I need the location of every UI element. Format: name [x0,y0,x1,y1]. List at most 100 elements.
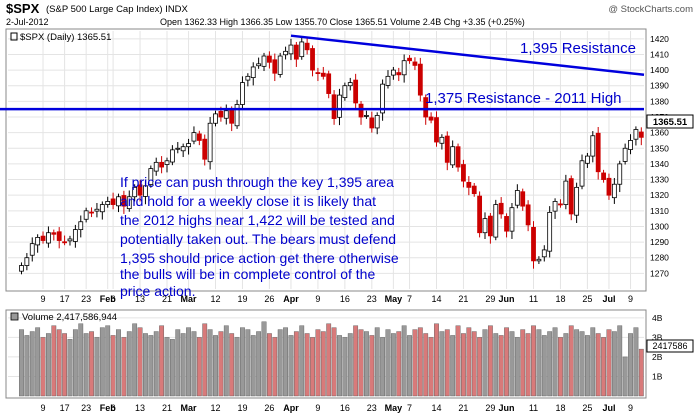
x-tick-label: 23 [81,403,91,413]
x-tick-label: 12 [211,294,221,304]
x-tick-label: 6 [111,403,116,413]
volume-bar [207,329,213,397]
volume-bar [455,325,461,397]
volume-legend-swatch [10,312,19,321]
volume-bar [293,331,299,397]
candle-body [196,133,202,141]
x-tick-label: 21 [458,294,468,304]
volume-label: Volume 2,417,586,944 [22,312,117,323]
candle-body [218,110,224,118]
candle-body [487,215,493,237]
volume-bar [159,325,165,397]
volume-bar [186,327,191,397]
resistance-trendline-1395 [290,34,645,77]
candle-body [396,72,402,76]
candle-body [374,115,380,129]
candle-body [261,55,267,67]
x-tick-label: Apr [283,294,299,304]
candle-body [250,66,256,78]
candle-body [110,198,116,205]
volume-bar [466,327,472,397]
candle-body [310,48,315,71]
candle-body [234,104,240,127]
volume-bar [229,333,235,397]
volume-bar [56,329,62,397]
x-tick-label: Jun [499,294,515,304]
candle-body [256,63,262,67]
x-tick-label: 26 [264,294,274,304]
candle-body [412,61,418,66]
candle-body [434,117,439,143]
volume-bar [493,333,499,397]
commentary-line: If price can push through the key 1,395 … [120,174,394,190]
candle-body [417,63,423,96]
candle-body [40,235,46,241]
volume-bar [126,331,132,397]
candle-body [29,243,35,256]
index-name: (S&P 500 Large Cap Index) INDX [46,4,189,15]
volume-bar [132,323,138,397]
volume-bar [250,335,256,397]
candle-body [563,180,569,205]
y-tick-label: 1360 [650,128,669,138]
volume-bar [342,337,348,397]
candle-body [202,138,208,160]
candle-body [558,203,563,206]
volume-bar [62,333,67,397]
candle-body [606,177,612,196]
x-tick-label: 9 [628,403,633,413]
candle-body [315,72,321,74]
x-tick-label: 16 [340,403,350,413]
x-tick-label: May [385,403,403,413]
x-tick-label: 7 [407,294,412,304]
volume-bar [331,327,337,397]
candle-body [24,257,30,266]
candle-body [137,184,143,196]
volume-bar [374,327,380,397]
volume-bar [169,339,175,397]
x-tick-label: 29 [485,403,495,413]
commentary-line: potentially taken out. The bears must de… [120,231,396,247]
candle-body [364,115,369,117]
volume-bar [148,335,154,397]
volume-bar [412,329,418,397]
x-tick-label: 11 [529,403,538,413]
commentary-line: the 2012 highs near 1,422 will be tested… [120,212,395,228]
candle-body [153,161,159,172]
x-tick-label: Feb [100,403,117,413]
candle-body [19,265,24,272]
volume-bar [310,337,315,397]
volume-bar [218,331,224,397]
volume-bar [622,356,628,397]
candle-body [78,221,84,230]
volume-bar [444,329,450,397]
volume-bar [277,329,283,397]
candle-body [35,236,41,246]
x-tick-label: 26 [264,403,274,413]
y-tick-label: 1310 [650,206,669,216]
volume-bar [380,337,385,397]
candle-body [62,241,67,244]
candle-body [358,103,364,118]
volume-bar [29,331,35,397]
x-tick-label: 23 [367,403,377,413]
volume-bar [143,333,148,397]
x-tick-label: 23 [367,294,377,304]
candle-body [552,201,558,212]
candle-body [601,172,606,180]
x-tick-label: 29 [485,294,495,304]
volume-bar [520,329,526,397]
candle-body [455,146,461,168]
volume-bar [240,327,245,397]
volume-bar [213,335,218,397]
price-legend: $SPX (Daily) 1365.51 [20,32,111,43]
volume-bar [299,325,305,397]
x-tick-label: 19 [237,403,247,413]
y-tick-label: 1350 [650,143,669,153]
x-tick-label: 9 [41,294,46,304]
candle-body [568,178,574,215]
volume-bar [78,323,84,397]
y-tick-label: 1330 [650,175,669,185]
